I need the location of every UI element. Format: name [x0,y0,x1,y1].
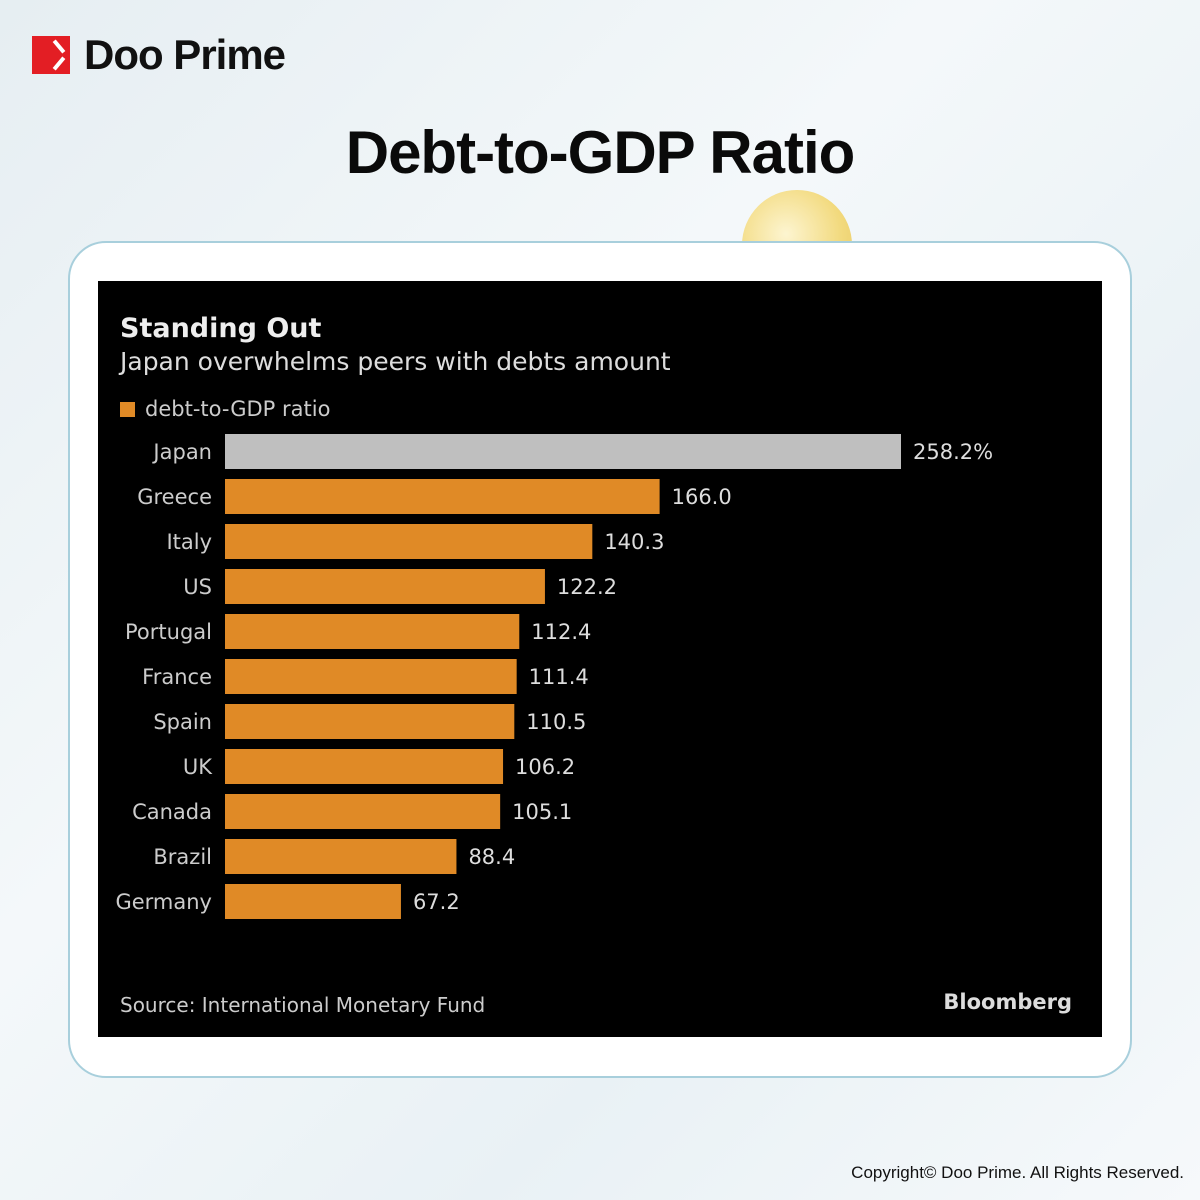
value-label: 258.2% [913,440,993,464]
doo-prime-logo-icon [32,36,70,74]
legend-swatch [120,401,135,417]
category-label: Greece [137,485,212,509]
value-label: 111.4 [529,665,589,689]
bar-uk [225,749,504,784]
chart-subtitle: Japan overwhelms peers with debts amount [120,347,671,376]
bar-japan [225,434,901,469]
category-label: Italy [166,530,212,554]
brand-name: Doo Prime [84,31,286,78]
category-label: US [183,575,212,599]
category-label: Spain [153,710,212,734]
bar-greece [225,479,660,514]
bar-canada [225,794,501,829]
category-label: Japan [151,440,212,464]
legend-label: debt-to-GDP ratio [145,397,331,421]
category-label: Brazil [153,845,212,869]
bar-portugal [225,614,520,649]
category-label: UK [183,755,213,779]
bar-spain [225,704,515,739]
value-label: 166.0 [672,485,732,509]
copyright: Copyright© Doo Prime. All Rights Reserve… [851,1163,1184,1182]
value-label: 122.2 [557,575,617,599]
bar-france [225,659,517,694]
bar-us [225,569,545,604]
value-label: 67.2 [413,890,460,914]
value-label: 88.4 [468,845,515,869]
bloomberg-logo: Bloomberg [943,990,1072,1014]
category-label: Germany [115,890,212,914]
chart-title: Standing Out [120,313,322,344]
category-label: Canada [132,800,212,824]
value-label: 105.1 [512,800,572,824]
value-label: 112.4 [531,620,591,644]
page-title: Debt-to-GDP Ratio [345,119,856,186]
value-label: 110.5 [526,710,586,734]
bar-italy [225,524,593,559]
legend: debt-to-GDP ratio [120,397,330,421]
source-note: Source: International Monetary Fund [120,993,486,1017]
chart-panel: Standing Out Japan overwhelms peers with… [98,281,1102,1037]
value-label: 140.3 [604,530,664,554]
category-label: France [142,665,212,689]
category-label: Portugal [125,620,212,644]
value-label: 106.2 [515,755,575,779]
bar-brazil [225,839,457,874]
bar-germany [225,884,401,919]
bar-chart: Japan 258.2% Greece 166.0 Italy 140.3 US 122.2 P… [115,434,993,919]
doo-prime-logo: Doo Prime [32,31,286,79]
